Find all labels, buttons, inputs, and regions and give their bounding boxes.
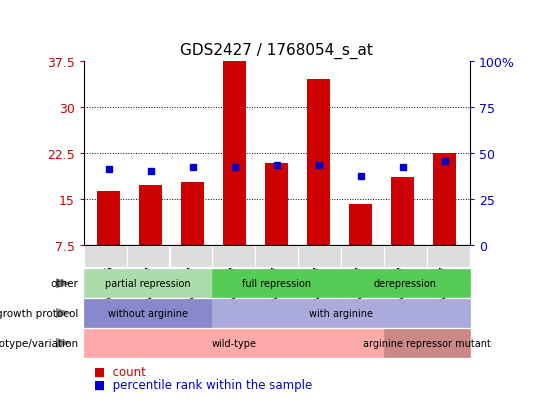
Text: genotype/variation: genotype/variation (0, 338, 78, 348)
Bar (139, 186, 163, 245)
Text: ■  percentile rank within the sample: ■ percentile rank within the sample (94, 377, 313, 391)
Title: GDS2427 / 1768054_s_at: GDS2427 / 1768054_s_at (180, 43, 373, 59)
Text: partial repression: partial repression (105, 278, 191, 289)
Polygon shape (56, 309, 70, 318)
Bar (391, 178, 414, 245)
Bar (223, 62, 246, 245)
Text: other: other (50, 278, 78, 289)
Text: arginine repressor mutant: arginine repressor mutant (363, 338, 491, 348)
Text: full repression: full repression (242, 278, 312, 289)
Text: wild-type: wild-type (211, 338, 256, 348)
Text: derepression: derepression (374, 278, 437, 289)
Bar (181, 182, 204, 245)
Text: growth protocol: growth protocol (0, 308, 78, 318)
Polygon shape (56, 279, 70, 288)
Text: ■  count: ■ count (94, 365, 146, 378)
Text: with arginine: with arginine (309, 308, 373, 318)
Bar (97, 192, 120, 245)
Text: without arginine: without arginine (108, 308, 188, 318)
Bar (433, 154, 456, 245)
Polygon shape (56, 339, 70, 347)
Bar (307, 80, 330, 245)
Bar (265, 164, 288, 245)
Bar (349, 204, 372, 245)
